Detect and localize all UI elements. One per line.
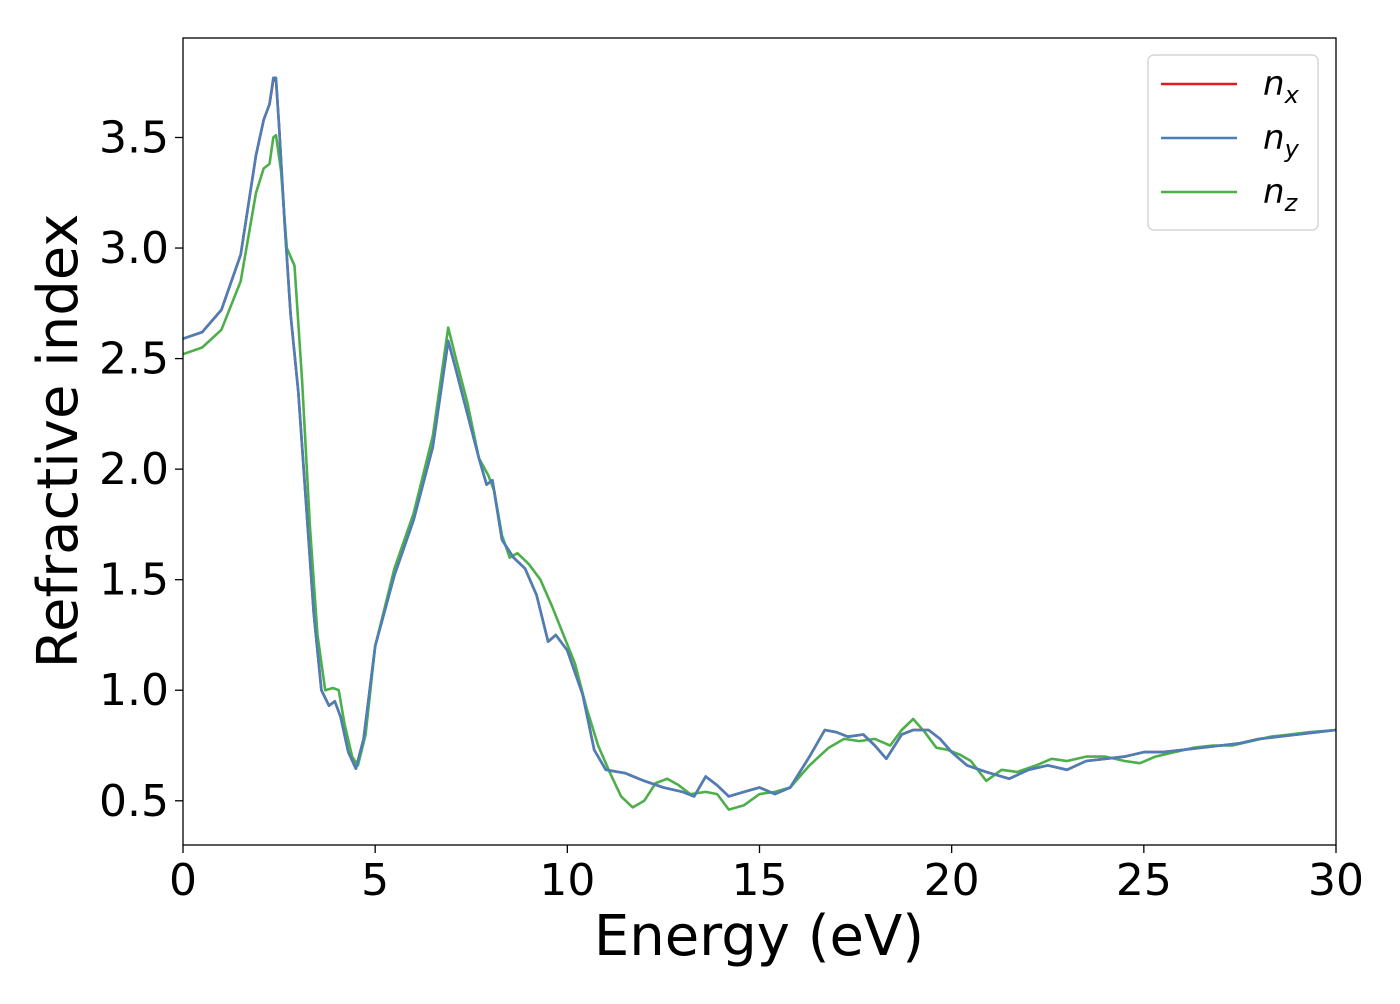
legend-label-n-y: ny [1263, 118, 1300, 163]
x-tick-label: 0 [169, 855, 197, 906]
y-tick-label: 2.5 [99, 334, 169, 385]
ticks-layer: 0 5 10 15 20 25 30 0.5 1.0 1.5 2.0 2.5 3.0 3.5 [99, 112, 1364, 906]
legend: nx ny nz [1147, 54, 1319, 231]
y-axis-title: Refractive index [26, 214, 91, 669]
series-line-n-y [183, 76, 1336, 798]
y-tick-label: 1.5 [99, 555, 169, 606]
y-tick-label: 0.5 [99, 776, 169, 827]
y-tick-label: 1.0 [99, 665, 169, 716]
y-tick-label: 3.0 [99, 223, 169, 274]
y-tick-label: 3.5 [99, 112, 169, 163]
x-tick-label: 5 [361, 855, 389, 906]
legend-label-n-x: nx [1263, 64, 1300, 109]
series-line-n-z [183, 134, 1336, 811]
legend-label-n-z: nz [1263, 172, 1299, 217]
x-tick-label: 25 [1116, 855, 1172, 906]
series-layer [183, 76, 1336, 811]
y-tick-label: 2.0 [99, 444, 169, 495]
x-tick-label: 30 [1308, 855, 1364, 906]
x-tick-label: 20 [924, 855, 980, 906]
x-tick-label: 10 [539, 855, 595, 906]
legend-frame [1147, 54, 1319, 231]
x-tick-label: 15 [732, 855, 788, 906]
x-axis-title: Energy (eV) [594, 904, 924, 969]
